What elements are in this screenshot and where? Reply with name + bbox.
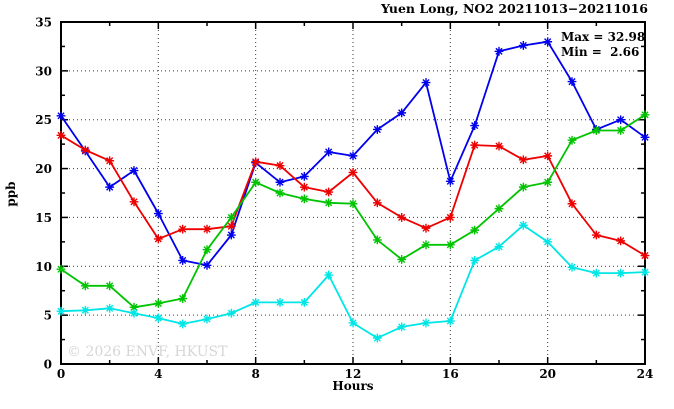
x-tick-label: 12: [345, 367, 362, 381]
y-tick-label: 30: [35, 64, 52, 78]
watermark: © 2026 ENVF, HKUST: [67, 344, 228, 360]
y-axis-label: ppb: [4, 181, 18, 206]
y-tick-label: 5: [44, 309, 52, 323]
y-tick-label: 15: [35, 211, 52, 225]
series-red-markers: [56, 130, 650, 260]
x-tick-label: 4: [154, 367, 162, 381]
x-tick-label: 8: [251, 367, 259, 381]
y-tick-label: 25: [35, 113, 52, 127]
x-tick-label: 20: [539, 367, 556, 381]
y-tick-label: 10: [35, 260, 52, 274]
chart-title: Yuen Long, NO2 20211013−20211016: [380, 1, 648, 16]
legend-max-value: Max = 32.98: [561, 30, 645, 44]
axis-ticks: [60, 21, 646, 365]
data-series: [56, 37, 650, 343]
series-cyan-markers: [56, 220, 650, 343]
plot-border: [60, 21, 646, 365]
series-green-markers: [56, 110, 650, 312]
x-tick-label: 24: [637, 367, 654, 381]
x-tick-label: 16: [442, 367, 459, 381]
legend-min-value: Min = 2.66: [561, 45, 639, 59]
x-axis-label: Hours: [332, 379, 373, 393]
y-tick-label: 35: [35, 16, 52, 30]
y-tick-label: 20: [35, 162, 52, 176]
gridlines: [61, 22, 645, 364]
y-tick-label: 0: [44, 358, 52, 372]
x-tick-label: 0: [57, 367, 65, 381]
tick-labels: 0 4 8 12 16 20 24 0 5 10 15 20 25 30 35: [35, 16, 653, 382]
